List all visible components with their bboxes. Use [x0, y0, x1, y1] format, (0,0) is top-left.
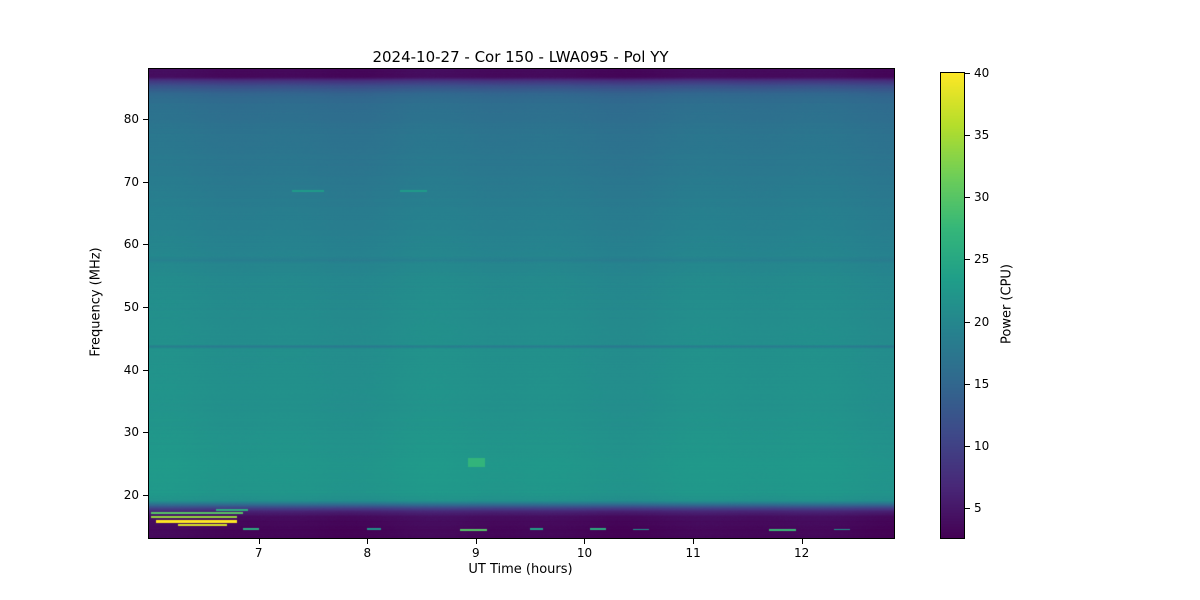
x-tick-label: 8	[363, 546, 372, 560]
colorbar-tick-mark	[965, 508, 970, 510]
x-tick-label: 11	[685, 546, 701, 560]
y-tick-label: 80	[123, 112, 139, 127]
colorbar-tick-label: 10	[974, 438, 990, 453]
plot-title: 2024-10-27 - Cor 150 - LWA095 - Pol YY	[372, 48, 669, 66]
x-tick-label: 10	[576, 546, 593, 560]
y-tick-label: 50	[123, 299, 139, 314]
y-tick-mark	[143, 369, 148, 371]
colorbar-tick-label: 35	[974, 128, 990, 143]
colorbar-tick-mark	[965, 259, 970, 261]
y-tick-mark	[143, 306, 148, 308]
y-tick-label: 70	[123, 174, 139, 189]
y-tick-mark	[143, 432, 148, 434]
colorbar-tick-mark	[965, 73, 970, 74]
colorbar-tick-mark	[965, 445, 970, 447]
heatmap-plot-area	[148, 68, 895, 539]
x-tick-label: 9	[472, 546, 480, 560]
colorbar-canvas	[941, 73, 964, 538]
colorbar-tick-label: 25	[974, 252, 990, 267]
x-tick-mark	[475, 539, 477, 544]
x-tick-label: 7	[254, 546, 263, 560]
x-tick-mark	[258, 539, 260, 544]
colorbar-tick-mark	[965, 383, 970, 385]
y-tick-label: 40	[123, 362, 139, 377]
x-tick-mark	[693, 539, 695, 544]
x-tick-mark	[801, 539, 803, 544]
heatmap-canvas	[149, 69, 894, 538]
y-tick-label: 20	[123, 487, 139, 502]
y-tick-label: 60	[123, 237, 139, 252]
x-tick-label: 12	[794, 546, 810, 560]
y-tick-mark	[143, 181, 148, 183]
colorbar-tick-mark	[965, 197, 970, 199]
y-tick-mark	[143, 494, 148, 496]
y-tick-mark	[143, 244, 148, 246]
y-tick-mark	[143, 119, 148, 121]
y-tick-label: 30	[123, 425, 139, 440]
colorbar	[940, 72, 965, 539]
colorbar-tick-label: 30	[974, 190, 990, 205]
colorbar-tick-mark	[965, 321, 970, 323]
colorbar-tick-label: 20	[974, 314, 990, 329]
colorbar-tick-mark	[965, 135, 970, 137]
x-tick-mark	[367, 539, 369, 544]
colorbar-tick-label: 15	[974, 376, 990, 391]
x-axis-label: UT Time (hours)	[468, 562, 573, 577]
x-tick-mark	[584, 539, 586, 544]
colorbar-tick-label: 5	[974, 501, 982, 516]
colorbar-tick-label: 40	[974, 66, 990, 80]
